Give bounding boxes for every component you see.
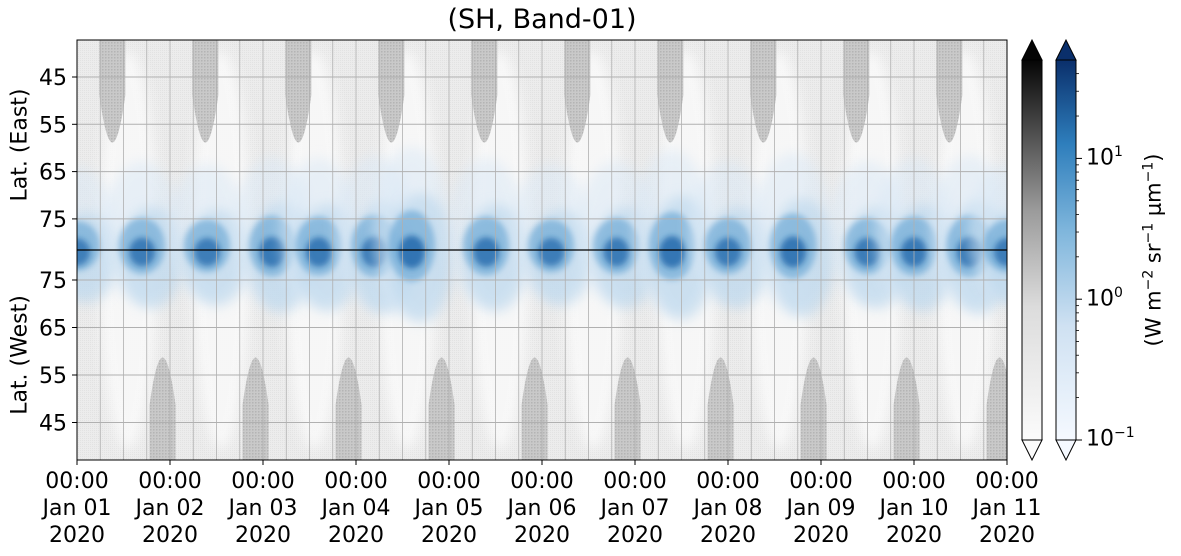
xtick-label-6-1: Jan 07 — [599, 496, 670, 521]
xtick-label-4-2: 2020 — [421, 523, 477, 548]
xtick-label-8-0: 00:00 — [789, 469, 852, 494]
xtick-label-9-1: Jan 10 — [878, 496, 949, 521]
xtick-label-4-1: Jan 05 — [413, 496, 484, 521]
ytick-west-0: 75 — [39, 269, 67, 294]
colorbars — [1021, 38, 1082, 462]
xtick-label-0-0: 00:00 — [45, 469, 108, 494]
ytick-east-0: 45 — [39, 66, 67, 91]
xtick-label-9-0: 00:00 — [882, 469, 945, 494]
xtick-label-6-2: 2020 — [607, 523, 663, 548]
ytick-west-2: 55 — [39, 364, 67, 389]
nodata-west-3 — [428, 357, 455, 460]
xtick-label-0-1: Jan 01 — [41, 496, 112, 521]
emission-peak-10 — [659, 236, 686, 268]
xtick-label-10-1: Jan 11 — [971, 496, 1042, 521]
ytick-west-3: 45 — [39, 412, 67, 437]
cbar-tick-10-0: 100 — [1086, 285, 1123, 312]
emission-peak-6 — [398, 235, 425, 269]
nodata-east-6 — [657, 40, 684, 143]
xtick-label-0-2: 2020 — [49, 523, 105, 548]
nodata-east-9 — [936, 40, 963, 143]
ytick-east-1: 55 — [39, 113, 67, 138]
emission-peak-7 — [473, 237, 500, 267]
nodata-west-0 — [149, 357, 176, 460]
y-axis: 45 55 65 75 75 65 55 45 — [39, 66, 77, 437]
emission-peak-12 — [780, 236, 807, 268]
nodata-east-4 — [471, 40, 498, 143]
emission-peak-8 — [538, 238, 565, 266]
xtick-label-6-0: 00:00 — [603, 469, 666, 494]
nodata-east-8 — [843, 40, 870, 143]
xtick-label-4-0: 00:00 — [417, 469, 480, 494]
colorbar-extend-bottom-0 — [1021, 439, 1043, 462]
ytick-east-3: 75 — [39, 208, 67, 233]
xtick-label-8-2: 2020 — [793, 523, 849, 548]
xtick-label-7-2: 2020 — [700, 523, 756, 548]
nodata-west-5 — [614, 357, 641, 460]
xtick-label-5-0: 00:00 — [510, 469, 573, 494]
nodata-west-7 — [800, 357, 827, 460]
xtick-label-2-2: 2020 — [235, 523, 291, 548]
xtick-label-7-1: Jan 08 — [692, 496, 763, 521]
ylabel-west: Lat. (West) — [7, 295, 33, 415]
emission-peak-9 — [603, 237, 630, 267]
ytick-east-2: 65 — [39, 161, 67, 186]
nodata-east-3 — [378, 40, 405, 143]
nodata-west-2 — [335, 357, 362, 460]
ytick-west-1: 65 — [39, 317, 67, 342]
xtick-label-3-2: 2020 — [328, 523, 384, 548]
nodata-west-9 — [986, 357, 1007, 460]
emission-peak-4 — [305, 237, 332, 267]
xtick-label-2-1: Jan 03 — [227, 496, 298, 521]
emission-peak-1 — [129, 237, 156, 267]
emission-peak-0 — [77, 238, 91, 266]
cbar-tick-10-minus1: 10−1 — [1086, 425, 1135, 452]
xtick-label-5-2: 2020 — [514, 523, 570, 548]
colorbar-greys — [1022, 60, 1042, 440]
nodata-east-2 — [285, 40, 312, 143]
emission-peak-16 — [993, 238, 1007, 266]
nodata-east-5 — [564, 40, 591, 143]
ylabel-east: Lat. (East) — [7, 88, 33, 202]
xtick-label-3-0: 00:00 — [324, 469, 387, 494]
grid-lines — [76, 39, 1008, 461]
emission-peak-2 — [194, 238, 221, 266]
xtick-label-10-2: 2020 — [979, 523, 1035, 548]
nodata-west-1 — [242, 357, 269, 460]
colorbar-frame-1 — [1055, 59, 1077, 441]
nodata-west-4 — [521, 357, 548, 460]
xtick-label-1-0: 00:00 — [138, 469, 201, 494]
cbar-tick-10-1: 101 — [1086, 144, 1123, 171]
xtick-label-2-0: 00:00 — [231, 469, 294, 494]
colorbar-blues — [1056, 60, 1076, 440]
colorbar-label: (W m−2 sr−1 μm−1) — [1140, 153, 1166, 347]
xtick-label-1-2: 2020 — [142, 523, 198, 548]
colorbar-extend-bottom-1 — [1055, 439, 1077, 462]
xtick-label-3-1: Jan 04 — [320, 496, 391, 521]
xtick-label-10-0: 00:00 — [975, 469, 1038, 494]
xtick-label-9-2: 2020 — [886, 523, 942, 548]
xtick-label-1-1: Jan 02 — [134, 496, 205, 521]
colorbar-frame-0 — [1021, 59, 1043, 441]
nodata-east-0 — [99, 40, 126, 143]
colorbar-extend-top-0 — [1021, 38, 1043, 61]
chart-title: (SH, Band-01) — [447, 4, 637, 35]
xtick-label-7-0: 00:00 — [696, 469, 759, 494]
nodata-west-8 — [893, 357, 920, 460]
emission-peak-3 — [259, 237, 286, 267]
xtick-label-8-1: Jan 09 — [785, 496, 856, 521]
colorbar-extend-top-1 — [1055, 38, 1077, 61]
xtick-label-5-1: Jan 06 — [506, 496, 577, 521]
nodata-west-6 — [707, 357, 734, 460]
nodata-east-7 — [750, 40, 777, 143]
nodata-east-1 — [192, 40, 219, 143]
